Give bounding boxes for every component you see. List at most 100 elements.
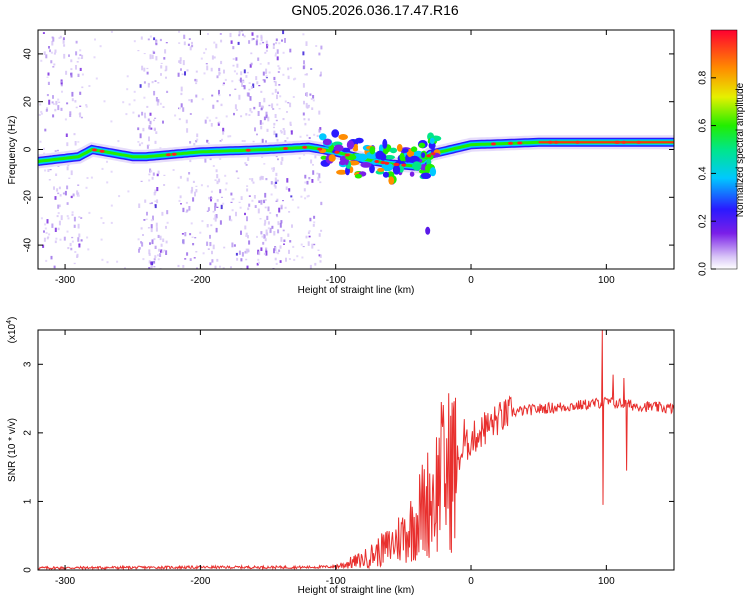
spectrogram-speckle bbox=[209, 234, 211, 239]
spectrogram-speckle bbox=[266, 215, 269, 220]
spectrogram-speckle bbox=[53, 265, 56, 269]
spectrogram-speckle bbox=[148, 83, 150, 85]
spectrogram-speckle bbox=[273, 81, 276, 83]
spectrogram-speckle bbox=[60, 215, 63, 221]
spectrogram-speckle bbox=[149, 242, 151, 245]
spectrogram-speckle bbox=[263, 252, 266, 255]
spectrogram-speckle bbox=[215, 116, 218, 119]
spectrogram-speckle bbox=[308, 177, 311, 180]
spectrogram-speckle bbox=[228, 215, 231, 221]
spectrogram-speckle bbox=[317, 249, 320, 251]
spectrogram-speckle bbox=[275, 262, 278, 265]
spectrogram-speckle bbox=[65, 133, 68, 137]
spectrogram-speckle bbox=[241, 82, 243, 87]
spectrogram-speckle bbox=[148, 125, 151, 130]
snr-x-tick-label: 100 bbox=[598, 576, 615, 587]
spectrogram-speckle bbox=[278, 207, 281, 213]
spectrogram-speckle bbox=[196, 133, 199, 138]
spectrogram-speckle bbox=[146, 144, 149, 149]
spectrogram-speckle bbox=[152, 215, 154, 221]
spectrogram-speckle bbox=[273, 122, 276, 126]
spectrogram-speckle bbox=[292, 96, 295, 98]
spectrogram-speckle bbox=[101, 258, 104, 261]
spectrogram-blob bbox=[360, 162, 372, 168]
spectrogram-speckle bbox=[182, 265, 185, 268]
spectrogram-speckle bbox=[184, 258, 187, 260]
spectrogram-speckle bbox=[311, 243, 314, 249]
spectrogram-speckle bbox=[46, 94, 49, 97]
spectrogram-speckle bbox=[52, 37, 55, 42]
spectrogram-speckle bbox=[62, 37, 65, 40]
spectrogram-speckle bbox=[55, 237, 58, 240]
spectrogram-speckle bbox=[234, 88, 237, 90]
spectrogram-speckle bbox=[243, 35, 246, 38]
spectrogram-speckle bbox=[66, 185, 69, 190]
spectrogram-speckle bbox=[278, 42, 281, 45]
spectrogram-speckle bbox=[110, 204, 113, 207]
spectrogram-speckle bbox=[250, 52, 253, 55]
spectrogram-speckle bbox=[245, 113, 248, 116]
spectrogram-speckle bbox=[306, 134, 309, 137]
spectrogram-speckle bbox=[94, 38, 96, 41]
spectrogram-speckle bbox=[272, 108, 275, 110]
spectrogram-blob bbox=[429, 137, 435, 145]
snr-x-tick-label: -200 bbox=[190, 576, 210, 587]
spectrogram-speckle bbox=[289, 48, 292, 53]
spectrogram-speckle bbox=[184, 71, 186, 76]
spectrogram-speckle bbox=[48, 179, 51, 181]
spectrogram-speckle bbox=[208, 119, 211, 122]
spectrogram-speckle bbox=[256, 81, 259, 85]
spectrogram-speckle bbox=[302, 33, 305, 36]
spectrogram-speckle bbox=[308, 235, 311, 238]
spectrogram-speckle bbox=[216, 180, 219, 185]
spectrogram-speckle bbox=[273, 248, 275, 254]
spectrogram-speckle bbox=[106, 181, 109, 184]
spectrogram-speckle bbox=[270, 181, 273, 185]
spectrogram-speckle bbox=[274, 247, 277, 252]
spectrogram-speckle bbox=[224, 174, 227, 177]
spectrogram-speckle bbox=[180, 103, 183, 108]
spectrogram-speckle bbox=[178, 199, 181, 202]
spectrogram-speckle bbox=[141, 111, 144, 116]
spectrogram-speckle bbox=[286, 111, 288, 113]
spectrogram-speckle bbox=[145, 218, 148, 220]
spectrogram-speckle bbox=[267, 62, 270, 65]
spectrogram-speckle bbox=[203, 72, 206, 75]
spectrogram-speckle bbox=[221, 196, 223, 198]
spectrogram-speckle bbox=[214, 214, 217, 220]
spectrogram-speckle bbox=[304, 197, 307, 200]
spectrogram-speckle bbox=[188, 172, 191, 175]
spectrogram-speckle bbox=[284, 100, 287, 103]
spectrogram-speckle bbox=[254, 127, 256, 132]
spectrogram-speckle bbox=[271, 167, 274, 170]
spectrogram-speckle bbox=[79, 91, 82, 95]
spectrogram-hotspot bbox=[401, 163, 407, 167]
spectrogram-speckle bbox=[54, 49, 57, 53]
spectrogram-speckle bbox=[287, 75, 290, 80]
spectrogram-speckle bbox=[249, 108, 252, 112]
spectrogram-speckle bbox=[153, 261, 156, 264]
spectrogram-speckle bbox=[137, 50, 140, 52]
spectrogram-speckle bbox=[149, 35, 152, 38]
spectrogram-speckle bbox=[152, 172, 155, 176]
snr-y-tick-label: 2 bbox=[23, 430, 34, 436]
spectrogram-speckle bbox=[288, 211, 291, 213]
spectrogram-speckle bbox=[148, 253, 151, 256]
page-title: GN05.2026.036.17.47.R16 bbox=[291, 2, 459, 18]
spectrogram-speckle bbox=[219, 265, 221, 268]
spectrogram-speckle bbox=[66, 202, 69, 205]
spectrogram-speckle bbox=[270, 193, 273, 196]
spectrogram-speckle bbox=[224, 188, 227, 191]
spectrogram-speckle bbox=[199, 231, 202, 234]
spectrogram-speckle bbox=[312, 224, 315, 227]
spectrogram-speckle bbox=[66, 215, 69, 218]
spectrogram-speckle bbox=[306, 180, 309, 185]
spectrogram-speckle bbox=[40, 217, 43, 220]
spectrogram-speckle bbox=[257, 258, 260, 261]
spectrogram-speckle bbox=[279, 129, 282, 132]
spectrogram-speckle bbox=[182, 107, 185, 112]
spectrogram-speckle bbox=[48, 233, 51, 236]
spectrogram-speckle bbox=[160, 62, 163, 64]
spectrogram-speckle bbox=[57, 105, 60, 111]
spectrogram-speckle bbox=[88, 85, 91, 87]
